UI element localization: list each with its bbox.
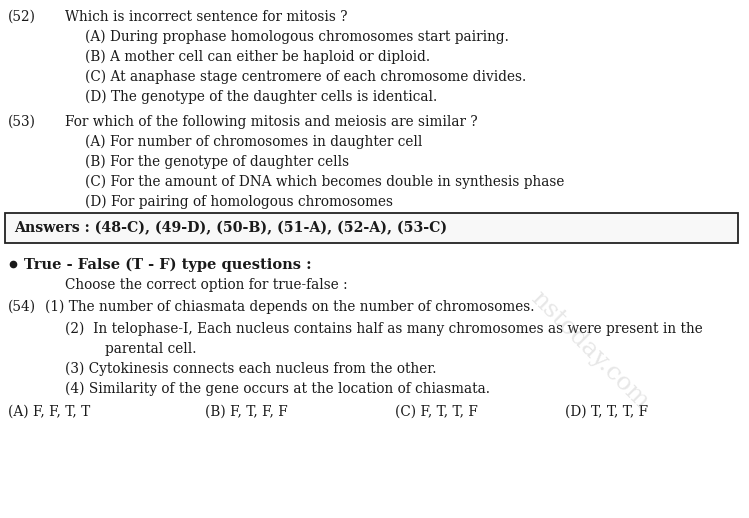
Text: (3) Cytokinesis connects each nucleus from the other.: (3) Cytokinesis connects each nucleus fr… [65, 362, 437, 377]
Text: (C) For the amount of DNA which becomes double in synthesis phase: (C) For the amount of DNA which becomes … [85, 175, 565, 190]
Text: (A) During prophase homologous chromosomes start pairing.: (A) During prophase homologous chromosom… [85, 30, 509, 45]
Text: Which is incorrect sentence for mitosis ?: Which is incorrect sentence for mitosis … [65, 10, 348, 24]
Text: (52): (52) [8, 10, 36, 24]
Text: (B) A mother cell can either be haploid or diploid.: (B) A mother cell can either be haploid … [85, 50, 430, 64]
Text: True - False (T - F) type questions :: True - False (T - F) type questions : [24, 258, 312, 272]
Text: (4) Similarity of the gene occurs at the location of chiasmata.: (4) Similarity of the gene occurs at the… [65, 382, 490, 396]
Text: (C) F, T, T, F: (C) F, T, T, F [395, 405, 478, 419]
Text: (D) The genotype of the daughter cells is identical.: (D) The genotype of the daughter cells i… [85, 90, 437, 105]
Text: Answers : (48-C), (49-D), (50-B), (51-A), (52-A), (53-C): Answers : (48-C), (49-D), (50-B), (51-A)… [14, 221, 447, 235]
Text: (D) T, T, T, F: (D) T, T, T, F [565, 405, 648, 419]
Text: (B) F, T, F, F: (B) F, T, F, F [205, 405, 288, 419]
Text: (C) At anaphase stage centromere of each chromosome divides.: (C) At anaphase stage centromere of each… [85, 70, 527, 84]
Text: Choose the correct option for true-false :: Choose the correct option for true-false… [65, 278, 348, 292]
FancyBboxPatch shape [5, 213, 738, 243]
Text: (A) For number of chromosomes in daughter cell: (A) For number of chromosomes in daughte… [85, 135, 422, 149]
Text: (2)  In telophase-I, Each nucleus contains half as many chromosomes as were pres: (2) In telophase-I, Each nucleus contain… [65, 322, 703, 336]
Text: For which of the following mitosis and meiosis are similar ?: For which of the following mitosis and m… [65, 115, 478, 129]
Text: (1) The number of chiasmata depends on the number of chromosomes.: (1) The number of chiasmata depends on t… [45, 300, 535, 314]
Text: (53): (53) [8, 115, 36, 129]
Text: (B) For the genotype of daughter cells: (B) For the genotype of daughter cells [85, 155, 349, 169]
Text: (A) F, F, T, T: (A) F, F, T, T [8, 405, 90, 419]
Text: (54): (54) [8, 300, 36, 314]
Text: nstoday.com: nstoday.com [527, 286, 653, 413]
Text: (D) For pairing of homologous chromosomes: (D) For pairing of homologous chromosome… [85, 195, 393, 209]
Text: parental cell.: parental cell. [105, 342, 196, 356]
